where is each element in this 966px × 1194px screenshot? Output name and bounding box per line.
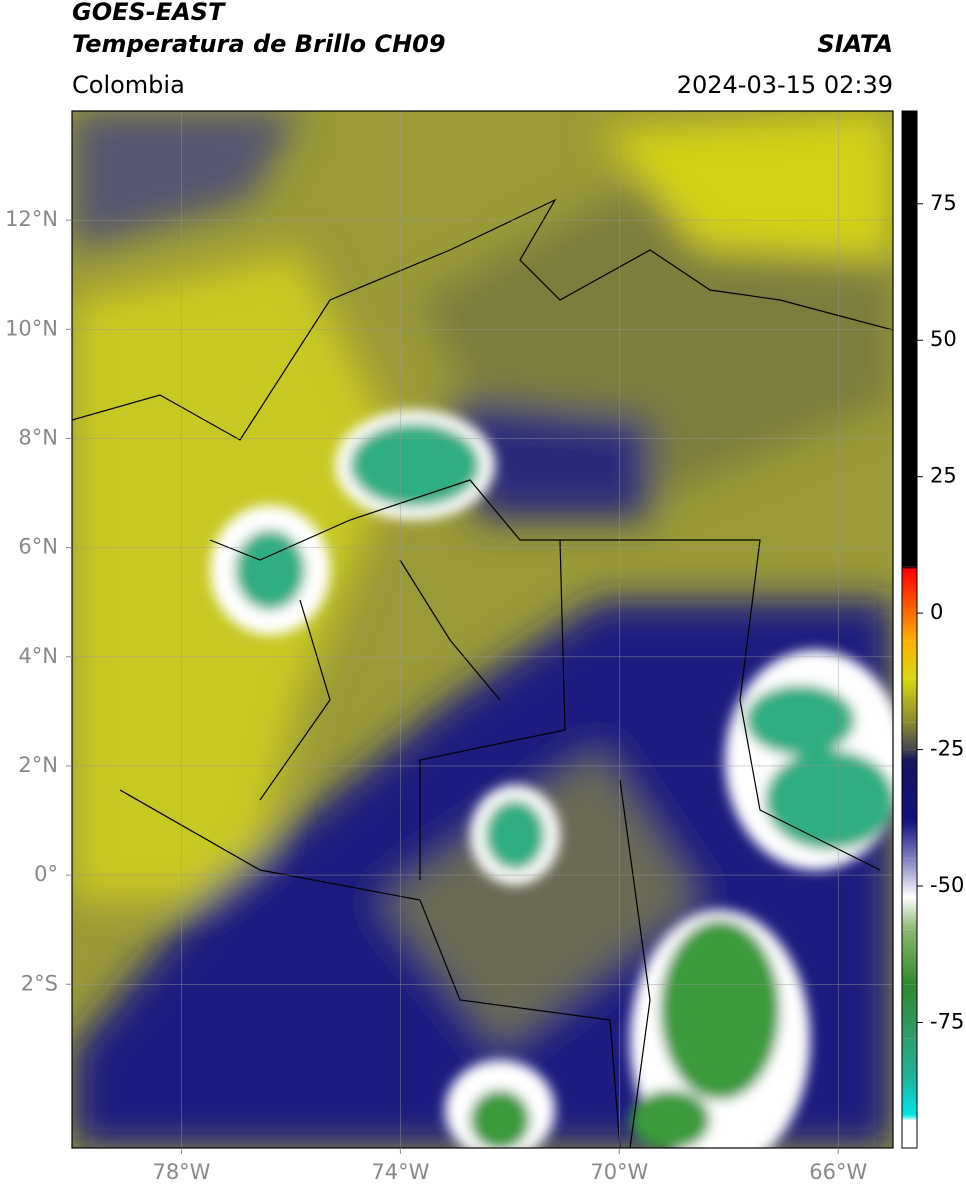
y-tick-label: 6°N [18,535,58,559]
colorbar-segment [902,896,917,930]
x-tick-label: 74°W [371,1160,429,1184]
y-tick-label: 8°N [18,425,58,449]
colorbar-segment [902,722,917,750]
timestamp: 2024-03-15 02:39 [677,71,893,99]
title: Temperatura de Brillo CH09 [72,30,446,58]
colorbar-frame [901,110,918,1149]
y-tick-label: 10°N [5,316,58,340]
y-tick-label: 0° [34,862,58,886]
colorbar-tick-label: 75 [930,191,957,215]
region: Colombia [72,71,185,99]
colorbar-segment [902,1038,917,1078]
colorbar-tick-label: -75 [930,1009,964,1033]
colorbar-segment [902,1120,917,1148]
colorbar-segment [902,929,917,985]
colorbar-tick-label: -25 [930,737,964,761]
colorbar-segment [902,1077,917,1116]
colorbar-segment [902,1115,917,1121]
colorbar-segment [902,858,917,897]
y-tick-label: 4°N [18,644,58,668]
colorbar-segment [902,984,917,1039]
colorbar-segment [902,749,917,761]
y-tick-label: 12°N [5,207,58,231]
colorbar-segment [902,569,917,641]
satellite-image [72,111,893,1148]
colorbar-segment [902,820,917,859]
convective-cells [210,410,893,1148]
colorbar-segment [902,640,917,679]
colorbar-segment [902,111,917,567]
colorbar-segment [902,760,917,821]
colorbar-segment [902,566,917,570]
colorbar-tick-label: -50 [930,873,964,897]
y-tick-label: 2°N [18,753,58,777]
colorbar-tick-label: 25 [930,464,957,488]
borders [72,198,893,1148]
colorbar-segment [902,678,917,723]
colorbar-tick-label: 50 [930,327,957,351]
colorbar-tick-label: 0 [930,600,943,624]
title: GOES-EAST [72,0,226,26]
x-tick-label: 78°W [152,1160,210,1184]
y-tick-label: 2°S [21,971,58,995]
x-tick-label: 66°W [809,1160,867,1184]
map-frame [71,110,894,1149]
source: SIATA [817,30,893,58]
x-tick-label: 70°W [590,1160,648,1184]
